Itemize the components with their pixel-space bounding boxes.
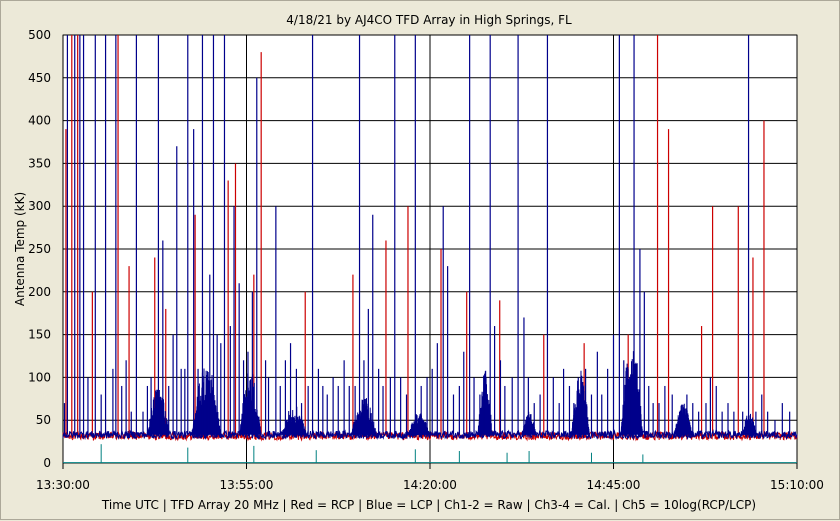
y-tick-label: 300 xyxy=(28,199,51,213)
x-tick-label: 13:55:00 xyxy=(220,478,274,492)
burst-cluster xyxy=(190,368,221,436)
burst-cluster xyxy=(620,351,643,436)
y-tick-label: 100 xyxy=(28,370,51,384)
y-tick-label: 450 xyxy=(28,71,51,85)
y-tick-label: 350 xyxy=(28,156,51,170)
y-tick-label: 200 xyxy=(28,285,51,299)
series-ch5 xyxy=(63,444,797,464)
x-tick-label: 13:30:00 xyxy=(36,478,90,492)
x-axis-ticks: 13:30:00 13:55:00 14:20:00 14:45:00 15:10:00 xyxy=(36,463,824,492)
burst-cluster xyxy=(238,372,262,436)
y-tick-label: 50 xyxy=(36,413,51,427)
y-tick-label: 0 xyxy=(43,456,51,470)
burst-cluster xyxy=(673,403,693,436)
baseline-trace xyxy=(62,429,798,441)
x-axis-label: Time UTC | TFD Array 20 MHz | Red = RCP … xyxy=(101,498,756,512)
y-axis-label: Antenna Temp (kK) xyxy=(13,192,27,306)
y-tick-label: 150 xyxy=(28,328,51,342)
series-rcp xyxy=(62,35,798,442)
burst-cluster xyxy=(741,413,757,436)
x-tick-label: 14:20:00 xyxy=(403,478,457,492)
y-tick-label: 400 xyxy=(28,114,51,128)
burst-cluster xyxy=(407,413,431,436)
series-lcp xyxy=(62,35,798,441)
y-axis-ticks: 0 50 100 150 200 250 300 350 400 450 500 xyxy=(28,28,51,470)
y-tick-label: 250 xyxy=(28,242,51,256)
series-layer xyxy=(62,35,798,464)
x-tick-label: 15:10:00 xyxy=(770,478,824,492)
y-tick-label: 500 xyxy=(28,28,51,42)
chart-title: 4/18/21 by AJ4CO TFD Array in High Sprin… xyxy=(286,13,572,27)
x-tick-label: 14:45:00 xyxy=(587,478,641,492)
